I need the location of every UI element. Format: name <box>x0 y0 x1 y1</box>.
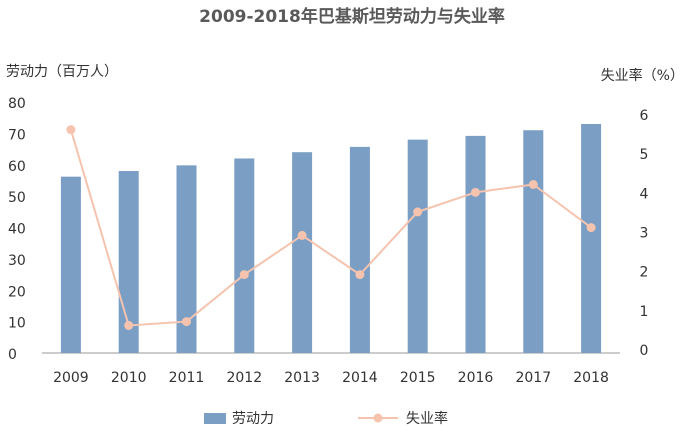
point-2015 <box>413 207 423 217</box>
left-tick-labels: 0 10 20 30 40 50 60 70 80 <box>8 96 26 363</box>
bar-2011 <box>176 165 197 353</box>
bar-2015 <box>407 139 428 353</box>
x-tick-label: 2017 <box>515 370 551 386</box>
point-2009 <box>66 125 76 135</box>
chart-title: 2009-2018年巴基斯坦劳动力与失业率 <box>199 6 505 27</box>
left-tick-label: 0 <box>8 347 17 363</box>
x-tick-label: 2014 <box>342 370 378 386</box>
point-2016 <box>471 187 480 197</box>
bar-2009 <box>60 176 81 353</box>
unemployment-line <box>69 129 592 327</box>
right-axis-label: 失业率（%） <box>601 67 684 84</box>
right-tick-label: 3 <box>640 226 649 242</box>
left-axis-label: 劳动力（百万人） <box>6 64 118 80</box>
point-2011 <box>182 317 191 327</box>
x-tick-label: 2012 <box>226 370 262 386</box>
x-tick-label: 2013 <box>284 370 320 386</box>
point-2017 <box>528 180 538 189</box>
bar-series <box>60 123 602 354</box>
left-tick-label: 30 <box>8 253 26 269</box>
x-tick-label: 2015 <box>400 370 436 386</box>
point-2018 <box>586 223 596 233</box>
x-tick-label: 2011 <box>169 370 205 386</box>
point-2012 <box>239 270 249 280</box>
left-tick-label: 20 <box>8 284 26 300</box>
x-tick-label: 2009 <box>53 370 89 386</box>
left-tick-label: 80 <box>8 96 26 112</box>
right-tick-label: 1 <box>640 304 649 320</box>
x-tick-label: 2016 <box>458 370 494 386</box>
point-2010 <box>124 321 134 330</box>
x-tick-label: 2010 <box>111 370 147 386</box>
legend: 劳动力 失业率 <box>204 410 448 427</box>
bar-2013 <box>292 152 313 353</box>
line-series <box>66 125 596 330</box>
bar-2018 <box>581 123 602 354</box>
left-tick-label: 60 <box>8 159 26 175</box>
left-tick-label: 50 <box>8 190 26 206</box>
bar-2016 <box>465 135 486 353</box>
legend-label-bar: 劳动力 <box>232 411 274 427</box>
left-tick-label: 70 <box>8 127 26 143</box>
legend-label-line: 失业率 <box>406 410 448 427</box>
bar-2014 <box>349 146 370 353</box>
bar-2012 <box>234 158 255 353</box>
left-tick-label: 10 <box>8 316 26 332</box>
bar-2017 <box>523 130 544 353</box>
x-tick-labels: 2009 2010 2011 2012 2013 2014 2015 2016 2017 2018 <box>53 370 609 386</box>
x-tick-label: 2018 <box>573 370 609 386</box>
right-tick-label: 5 <box>640 147 649 163</box>
right-tick-label: 6 <box>640 108 649 124</box>
left-tick-label: 40 <box>8 222 26 238</box>
right-tick-label: 4 <box>640 186 649 202</box>
point-2014 <box>355 270 365 280</box>
right-tick-label: 0 <box>640 343 649 359</box>
legend-swatch-bar <box>204 413 226 424</box>
right-tick-label: 2 <box>640 265 649 281</box>
legend-swatch-marker <box>373 413 383 423</box>
point-2013 <box>297 230 307 240</box>
right-tick-labels: 0 1 2 3 4 5 6 <box>640 108 649 359</box>
